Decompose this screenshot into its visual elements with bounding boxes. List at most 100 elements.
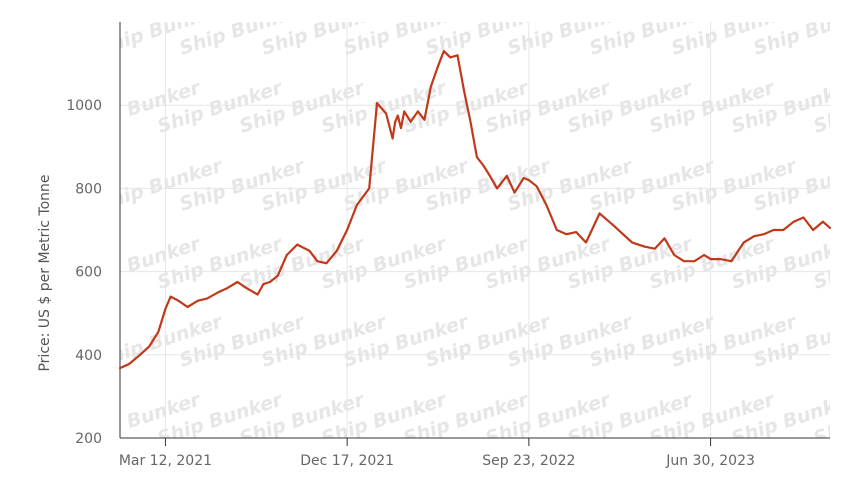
data-point — [703, 254, 705, 256]
data-point — [368, 187, 371, 190]
data-point — [245, 287, 248, 290]
data-point — [409, 120, 412, 123]
data-point — [693, 260, 696, 263]
data-point — [396, 114, 399, 117]
data-point — [829, 227, 831, 229]
data-point — [555, 229, 558, 231]
watermark-text: Ship Bunker — [833, 310, 855, 372]
gridlines — [120, 22, 830, 446]
x-tick-label: Jun 30, 2023 — [665, 453, 755, 469]
data-point — [169, 295, 172, 298]
data-point — [256, 293, 259, 296]
watermark-text: Ship Bunker — [833, 0, 855, 60]
data-point — [622, 233, 624, 236]
y-tick-label: 200 — [75, 431, 102, 447]
data-point — [119, 367, 121, 370]
data-point — [177, 299, 180, 302]
data-point — [316, 260, 319, 263]
data-point — [403, 110, 406, 113]
data-point — [400, 127, 402, 129]
data-point — [575, 231, 578, 233]
data-point — [653, 247, 656, 250]
y-axis-title: Price: US $ per Metric Tonne — [37, 174, 53, 371]
data-point — [522, 177, 525, 179]
data-point — [463, 89, 465, 92]
series-layer — [118, 49, 832, 370]
data-point — [325, 262, 328, 265]
data-point — [335, 249, 338, 252]
data-point — [269, 281, 271, 283]
data-point — [296, 243, 299, 246]
data-point — [385, 112, 387, 115]
data-point — [772, 229, 775, 231]
data-point — [186, 306, 189, 308]
data-point — [821, 220, 824, 223]
data-point — [423, 118, 426, 121]
data-point — [663, 237, 666, 240]
data-point — [436, 66, 439, 69]
data-point — [416, 110, 419, 113]
data-point — [598, 212, 601, 215]
data-point — [545, 204, 548, 206]
data-point — [206, 297, 208, 300]
data-point — [709, 258, 712, 261]
data-point — [513, 191, 516, 194]
data-point — [505, 175, 508, 177]
data-point — [565, 233, 568, 236]
data-point — [535, 185, 538, 188]
axes — [119, 22, 830, 439]
data-point — [236, 281, 239, 283]
data-point — [217, 291, 219, 294]
data-point — [139, 353, 142, 356]
data-point — [585, 241, 587, 244]
y-tick-label: 600 — [75, 265, 102, 281]
data-point — [128, 363, 130, 365]
data-point — [456, 54, 459, 57]
data-point — [802, 216, 805, 219]
data-point — [469, 120, 472, 123]
data-point — [742, 241, 745, 244]
data-point — [164, 308, 167, 310]
x-tick-label: Sep 23, 2022 — [482, 453, 575, 469]
data-point — [631, 241, 633, 244]
data-point — [476, 156, 478, 159]
data-point — [612, 224, 615, 227]
y-tick-label: 400 — [75, 348, 102, 364]
data-point — [683, 260, 685, 263]
data-point — [489, 175, 491, 177]
data-point — [157, 331, 160, 333]
y-tick-label: 1000 — [66, 98, 102, 114]
data-point — [196, 299, 199, 302]
data-point — [792, 220, 795, 223]
x-tick-label: Dec 17, 2021 — [300, 453, 394, 469]
x-tick-label: Mar 12, 2021 — [119, 453, 212, 469]
data-point — [429, 85, 432, 88]
data-point — [346, 229, 349, 231]
data-point — [496, 187, 498, 190]
watermark-text: Ship Bunker — [833, 154, 855, 216]
data-point — [753, 235, 755, 238]
data-point — [527, 179, 530, 181]
data-point — [226, 287, 228, 290]
data-point — [782, 229, 785, 231]
data-point — [308, 249, 311, 252]
data-point — [262, 283, 265, 285]
data-point — [812, 229, 815, 231]
data-point — [394, 120, 397, 123]
data-point — [391, 137, 394, 140]
data-point — [719, 258, 722, 261]
data-point — [376, 102, 378, 105]
data-point — [449, 56, 452, 59]
data-point — [442, 50, 445, 53]
data-point — [285, 254, 288, 256]
data-point — [762, 233, 765, 236]
data-point — [673, 254, 676, 256]
y-tick-label: 800 — [75, 181, 102, 197]
data-point — [482, 164, 485, 167]
data-point — [643, 245, 646, 248]
tick-labels: 200 400 600 800 1000 Mar 12, 2021 Dec 17, 2021… — [66, 98, 755, 469]
data-point — [276, 274, 279, 277]
